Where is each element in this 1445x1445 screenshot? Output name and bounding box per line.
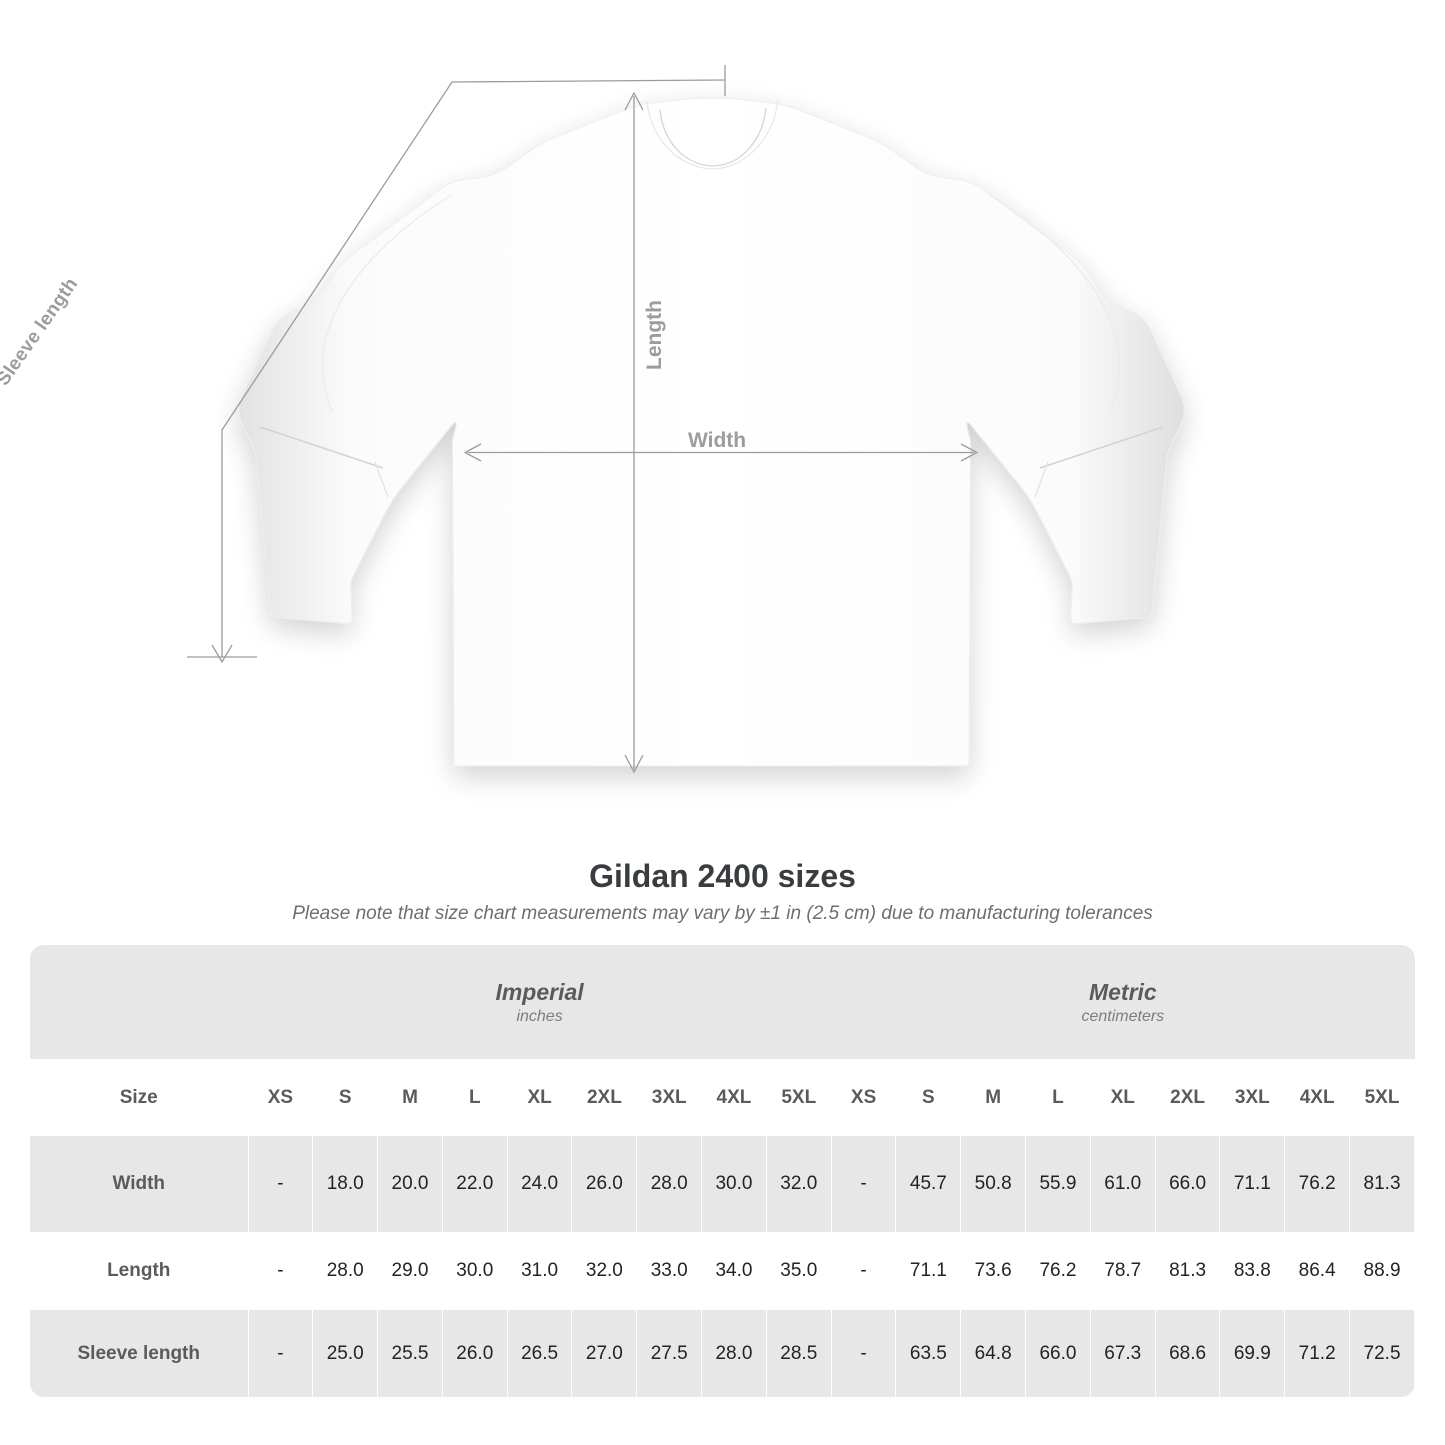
svg-text:Length: Length xyxy=(643,300,666,370)
svg-text:Sleeve length: Sleeve length xyxy=(0,274,82,390)
svg-text:Width: Width xyxy=(688,429,746,452)
